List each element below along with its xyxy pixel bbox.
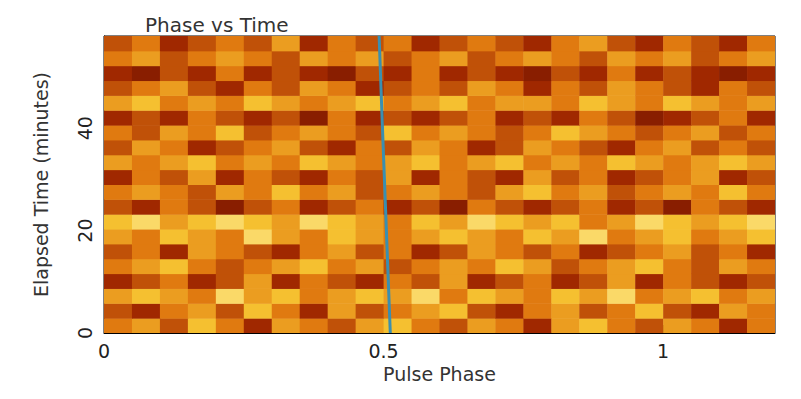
svg-text:Phase vs Time: Phase vs Time — [145, 13, 289, 37]
svg-text:20: 20 — [74, 218, 96, 242]
svg-text:Pulse Phase: Pulse Phase — [383, 363, 496, 385]
svg-text:Elapsed Time (minutes): Elapsed Time (minutes) — [30, 72, 52, 297]
svg-text:0.5: 0.5 — [368, 340, 398, 362]
svg-text:0: 0 — [74, 327, 96, 339]
svg-text:0: 0 — [98, 340, 110, 362]
svg-text:40: 40 — [74, 116, 96, 140]
svg-text:1: 1 — [657, 340, 669, 362]
